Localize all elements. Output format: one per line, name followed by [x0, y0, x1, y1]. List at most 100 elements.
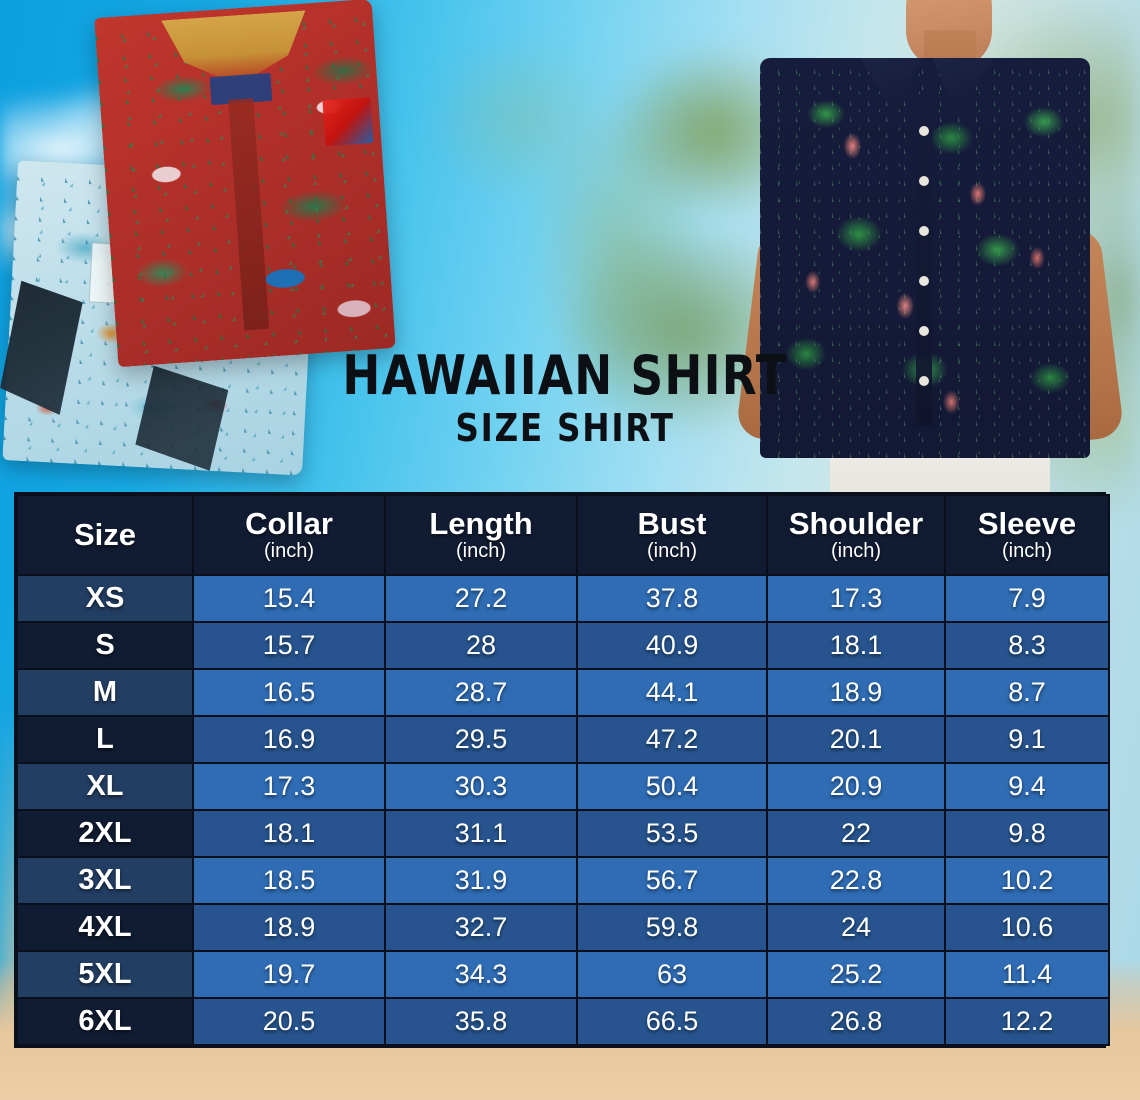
- cell-bust: 37.8: [576, 574, 768, 623]
- table-row: S 15.7 28 40.9 18.1 8.3: [16, 621, 1110, 670]
- column-header-sleeve: Sleeve (inch): [944, 494, 1110, 576]
- header-row: Size Collar (inch) Length (inch) Bust (i…: [16, 494, 1110, 576]
- shirt-button: [919, 176, 929, 186]
- page-subtitle: SIZE SHIRT: [455, 406, 675, 451]
- cell-shoulder: 18.1: [766, 621, 946, 670]
- column-header-size: Size: [16, 494, 194, 576]
- cell-size: 2XL: [16, 809, 194, 858]
- cell-sleeve: 9.4: [944, 762, 1110, 811]
- cell-collar: 18.9: [192, 903, 386, 952]
- table-row: L 16.9 29.5 47.2 20.1 9.1: [16, 715, 1110, 764]
- column-header-sleeve-unit: (inch): [1001, 540, 1052, 563]
- cell-collar: 15.4: [192, 574, 386, 623]
- shirt-button: [919, 276, 929, 286]
- cell-length: 35.8: [384, 997, 578, 1046]
- shirt-button: [919, 326, 929, 336]
- cell-sleeve: 8.3: [944, 621, 1110, 670]
- cell-bust: 50.4: [576, 762, 768, 811]
- cell-shoulder: 22: [766, 809, 946, 858]
- cell-length: 32.7: [384, 903, 578, 952]
- column-header-shoulder-unit: (inch): [830, 540, 881, 563]
- cell-size: L: [16, 715, 194, 764]
- cell-bust: 53.5: [576, 809, 768, 858]
- column-header-collar-unit: (inch): [263, 540, 314, 563]
- cell-collar: 18.5: [192, 856, 386, 905]
- cell-size: 5XL: [16, 950, 194, 999]
- cell-bust: 66.5: [576, 997, 768, 1046]
- table-body: XS 15.4 27.2 37.8 17.3 7.9 S 15.7 28 40.9 18.1 8.3 M…: [16, 574, 1110, 1046]
- cell-size: XL: [16, 762, 194, 811]
- column-header-shoulder-label: Shoulder: [788, 505, 924, 541]
- size-chart-table-wrapper: Size Collar (inch) Length (inch) Bust (i…: [14, 492, 1110, 1048]
- column-header-length: Length (inch): [384, 494, 578, 576]
- table-row: 4XL 18.9 32.7 59.8 24 10.6: [16, 903, 1110, 952]
- red-shirt-placket: [228, 98, 270, 331]
- cell-collar: 16.9: [192, 715, 386, 764]
- shirt-button: [919, 226, 929, 236]
- cell-collar: 16.5: [192, 668, 386, 717]
- column-header-size-label: Size: [73, 516, 137, 552]
- cell-sleeve: 7.9: [944, 574, 1110, 623]
- cell-shoulder: 22.8: [766, 856, 946, 905]
- column-header-bust-unit: (inch): [646, 540, 697, 563]
- cell-sleeve: 9.1: [944, 715, 1110, 764]
- cell-collar: 18.1: [192, 809, 386, 858]
- cell-sleeve: 10.2: [944, 856, 1110, 905]
- cell-collar: 15.7: [192, 621, 386, 670]
- cell-sleeve: 11.4: [944, 950, 1110, 999]
- cell-shoulder: 20.9: [766, 762, 946, 811]
- cell-shoulder: 25.2: [766, 950, 946, 999]
- cell-size: S: [16, 621, 194, 670]
- cell-bust: 44.1: [576, 668, 768, 717]
- size-chart-table: Size Collar (inch) Length (inch) Bust (i…: [16, 494, 1110, 1046]
- cell-bust: 40.9: [576, 621, 768, 670]
- cell-size: M: [16, 668, 194, 717]
- cell-length: 31.9: [384, 856, 578, 905]
- cell-length: 28: [384, 621, 578, 670]
- cell-size: 3XL: [16, 856, 194, 905]
- cell-length: 31.1: [384, 809, 578, 858]
- blue-shirt-fold-dark: [0, 280, 84, 416]
- cell-collar: 20.5: [192, 997, 386, 1046]
- folded-red-shirt: [94, 0, 396, 368]
- cell-collar: 17.3: [192, 762, 386, 811]
- cell-shoulder: 18.9: [766, 668, 946, 717]
- column-header-collar: Collar (inch): [192, 494, 386, 576]
- cell-size: 6XL: [16, 997, 194, 1046]
- cell-length: 34.3: [384, 950, 578, 999]
- column-header-bust: Bust (inch): [576, 494, 768, 576]
- cell-sleeve: 9.8: [944, 809, 1110, 858]
- title-block: HAWAIIAN SHIRT SIZE SHIRT: [300, 348, 830, 449]
- table-row: 3XL 18.5 31.9 56.7 22.8 10.2: [16, 856, 1110, 905]
- cell-shoulder: 24: [766, 903, 946, 952]
- column-header-length-unit: (inch): [455, 540, 506, 563]
- cell-length: 29.5: [384, 715, 578, 764]
- page-title: HAWAIIAN SHIRT: [342, 344, 789, 407]
- column-header-shoulder: Shoulder (inch): [766, 494, 946, 576]
- cell-bust: 59.8: [576, 903, 768, 952]
- cell-shoulder: 20.1: [766, 715, 946, 764]
- column-header-length-label: Length: [429, 505, 533, 541]
- table-row: XL 17.3 30.3 50.4 20.9 9.4: [16, 762, 1110, 811]
- cell-size: XS: [16, 574, 194, 623]
- blue-shirt-fold-dark-2: [134, 365, 229, 472]
- table-row: 5XL 19.7 34.3 63 25.2 11.4: [16, 950, 1110, 999]
- shirt-button: [919, 376, 929, 386]
- cell-sleeve: 12.2: [944, 997, 1110, 1046]
- table-header: Size Collar (inch) Length (inch) Bust (i…: [16, 494, 1110, 576]
- column-header-collar-label: Collar: [245, 505, 333, 541]
- cell-bust: 47.2: [576, 715, 768, 764]
- cell-shoulder: 17.3: [766, 574, 946, 623]
- cell-shoulder: 26.8: [766, 997, 946, 1046]
- red-shirt-badge: [322, 97, 374, 146]
- table-row: 2XL 18.1 31.1 53.5 22 9.8: [16, 809, 1110, 858]
- table-row: M 16.5 28.7 44.1 18.9 8.7: [16, 668, 1110, 717]
- cell-collar: 19.7: [192, 950, 386, 999]
- cell-size: 4XL: [16, 903, 194, 952]
- table-row: 6XL 20.5 35.8 66.5 26.8 12.2: [16, 997, 1110, 1046]
- table-row: XS 15.4 27.2 37.8 17.3 7.9: [16, 574, 1110, 623]
- shirt-button: [919, 126, 929, 136]
- cell-length: 28.7: [384, 668, 578, 717]
- cell-bust: 56.7: [576, 856, 768, 905]
